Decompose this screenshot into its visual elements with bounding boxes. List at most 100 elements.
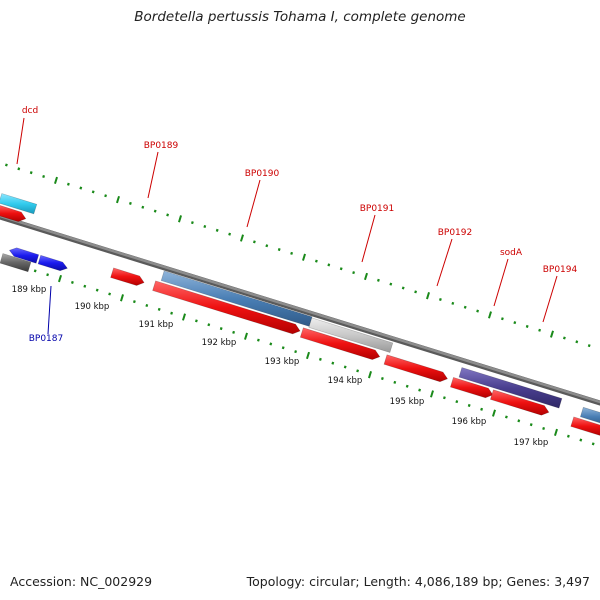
inner-tick — [318, 357, 322, 361]
outer-tick — [376, 278, 380, 282]
outer-tick — [463, 305, 467, 309]
inner-tick — [430, 390, 434, 398]
scale-label: 196 kbp — [452, 417, 487, 427]
inner-tick — [442, 396, 446, 400]
outer-tick — [476, 309, 480, 313]
outer-tick — [277, 248, 281, 252]
accession-text: Accession: NC_002929 — [10, 574, 153, 589]
outer-tick — [500, 317, 504, 321]
inner-tick — [70, 280, 74, 284]
feature-arrow — [383, 354, 448, 383]
inner-tick — [232, 330, 236, 334]
feature-arrow — [308, 317, 394, 353]
inner-tick — [132, 300, 136, 304]
outer-tick — [550, 330, 554, 338]
inner-tick — [157, 307, 161, 311]
inner-tick — [170, 311, 174, 315]
outer-tick — [302, 253, 306, 261]
outer-tick — [575, 340, 579, 344]
outer-tick — [54, 176, 58, 184]
outer-tick — [79, 186, 83, 190]
feature-arrow — [110, 267, 145, 286]
feature-arrow — [37, 254, 68, 272]
scale-label: 193 kbp — [265, 357, 300, 367]
inner-tick — [343, 365, 347, 369]
inner-tick — [591, 442, 595, 446]
gene-leader-line — [147, 151, 159, 199]
outer-tick — [215, 228, 219, 232]
labels: dcd BP0189 BP0190 BP0191 BP0192 sodA BP0194 BP0… — [12, 106, 578, 448]
outer-tick — [339, 267, 343, 271]
inner-tick — [83, 284, 87, 288]
inner-tick — [418, 388, 422, 392]
inner-tick — [455, 400, 459, 404]
inner-tick — [504, 415, 508, 419]
outer-tick — [203, 224, 207, 229]
inner-tick — [331, 361, 335, 365]
outer-tick — [166, 213, 170, 217]
inner-tick — [393, 380, 397, 384]
outer-tick — [116, 195, 120, 204]
feature-arrow — [160, 270, 313, 327]
outer-tick — [17, 167, 21, 171]
feature-arrow — [450, 377, 494, 399]
outer-tick — [141, 205, 145, 209]
outer-tick — [178, 215, 182, 223]
backbone — [0, 214, 600, 406]
inner-tick — [306, 351, 310, 360]
outer-tick — [438, 298, 442, 302]
genome-summary-text: Topology: circular; Length: 4,086,189 bp… — [246, 574, 590, 589]
outer-tick — [389, 282, 393, 286]
gene-leader-line — [436, 238, 453, 287]
inner-tick — [554, 428, 558, 436]
inner-tick — [566, 434, 570, 438]
inner-tick — [380, 377, 384, 381]
outer-tick — [104, 194, 108, 198]
scale-label: 192 kbp — [202, 338, 237, 348]
outer-tick — [513, 321, 517, 325]
feature-arrow — [8, 247, 40, 264]
inner-tick — [294, 350, 298, 354]
outer-tick — [190, 221, 194, 225]
outer-tick — [265, 244, 269, 248]
inner-tick — [244, 332, 248, 340]
outer-tick — [252, 240, 256, 244]
feature-arrow — [458, 367, 563, 409]
outer-tick — [401, 286, 405, 290]
feature-arrow — [0, 193, 38, 215]
outer-tick — [488, 311, 492, 319]
feature-arrow — [0, 205, 27, 222]
inner-tick — [58, 274, 62, 283]
scale-label: 195 kbp — [390, 397, 425, 407]
inner-tick — [356, 369, 360, 373]
gene-label: BP0192 — [438, 228, 473, 238]
outer-tick — [91, 190, 95, 194]
outer-tick — [153, 209, 157, 213]
inner-tick — [145, 303, 149, 308]
gene-label: BP0194 — [543, 265, 578, 275]
inner-tick — [108, 292, 112, 296]
outer-tick — [314, 259, 318, 263]
inner-tick — [207, 323, 211, 327]
inner-tick — [517, 419, 521, 423]
inner-tick — [33, 269, 37, 273]
outer-tick — [538, 328, 542, 332]
outer-tick — [66, 182, 70, 186]
tick-marks — [4, 163, 595, 446]
gene-label: BP0189 — [144, 141, 179, 151]
scale-label: 194 kbp — [328, 376, 363, 386]
outer-tick — [562, 336, 566, 340]
inner-tick — [492, 409, 496, 417]
outer-tick — [327, 263, 331, 267]
inner-tick — [256, 338, 260, 342]
outer-tick — [364, 272, 368, 281]
gene-leader-line — [361, 214, 376, 263]
feature-arrow — [0, 253, 32, 273]
inner-tick — [219, 327, 223, 331]
inner-tick — [182, 313, 186, 321]
outer-tick — [29, 171, 33, 175]
inner-tick — [579, 438, 583, 442]
outer-tick — [42, 174, 46, 179]
inner-tick — [480, 407, 484, 411]
feature-arrow — [152, 280, 301, 335]
